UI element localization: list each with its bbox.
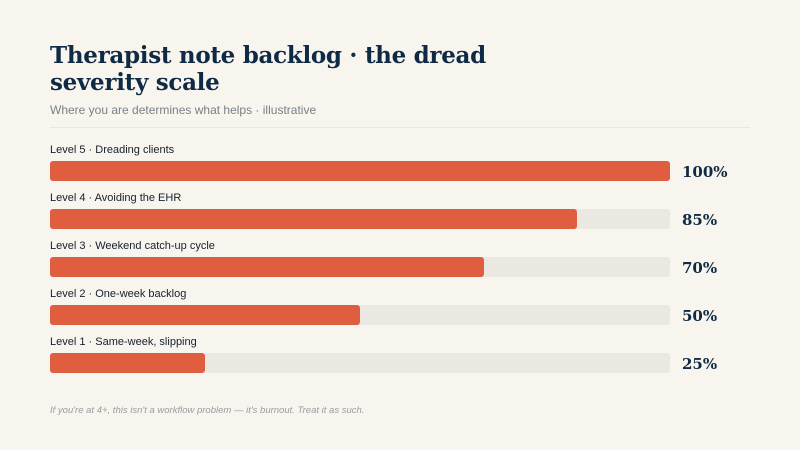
bar-value-label: 70% — [682, 259, 718, 277]
bar — [50, 209, 577, 229]
bar — [50, 353, 205, 373]
bar-row: Level 5 · Dreading clients 100% — [50, 144, 750, 188]
bar-row: Level 1 · Same-week, slipping 25% — [50, 336, 750, 380]
bar-label: Level 1 · Same-week, slipping — [50, 336, 197, 348]
bar-row: Level 4 · Avoiding the EHR 85% — [50, 192, 750, 236]
chart-title: Therapist note backlog · the dread sever… — [50, 42, 486, 96]
bar-label: Level 5 · Dreading clients — [50, 144, 175, 156]
bar-value-label: 100% — [682, 163, 728, 181]
bar-track — [50, 161, 670, 181]
bar-track — [50, 353, 670, 373]
bar-value-label: 50% — [682, 307, 718, 325]
bar — [50, 161, 670, 181]
bar — [50, 305, 360, 325]
bar-label: Level 4 · Avoiding the EHR — [50, 192, 182, 204]
bar-value-label: 85% — [682, 211, 718, 229]
chart-subtitle: Where you are determines what helps · il… — [50, 103, 317, 117]
bar-label: Level 3 · Weekend catch-up cycle — [50, 240, 215, 252]
bar-value-label: 25% — [682, 355, 718, 373]
bar-track — [50, 209, 670, 229]
bar-track — [50, 305, 670, 325]
header-divider — [50, 127, 750, 128]
bar-label: Level 2 · One-week backlog — [50, 288, 187, 300]
bar-track — [50, 257, 670, 277]
bar-row: Level 3 · Weekend catch-up cycle 70% — [50, 240, 750, 284]
footnote: If you're at 4+, this isn't a workflow p… — [50, 405, 365, 416]
bar — [50, 257, 484, 277]
bar-row: Level 2 · One-week backlog 50% — [50, 288, 750, 332]
